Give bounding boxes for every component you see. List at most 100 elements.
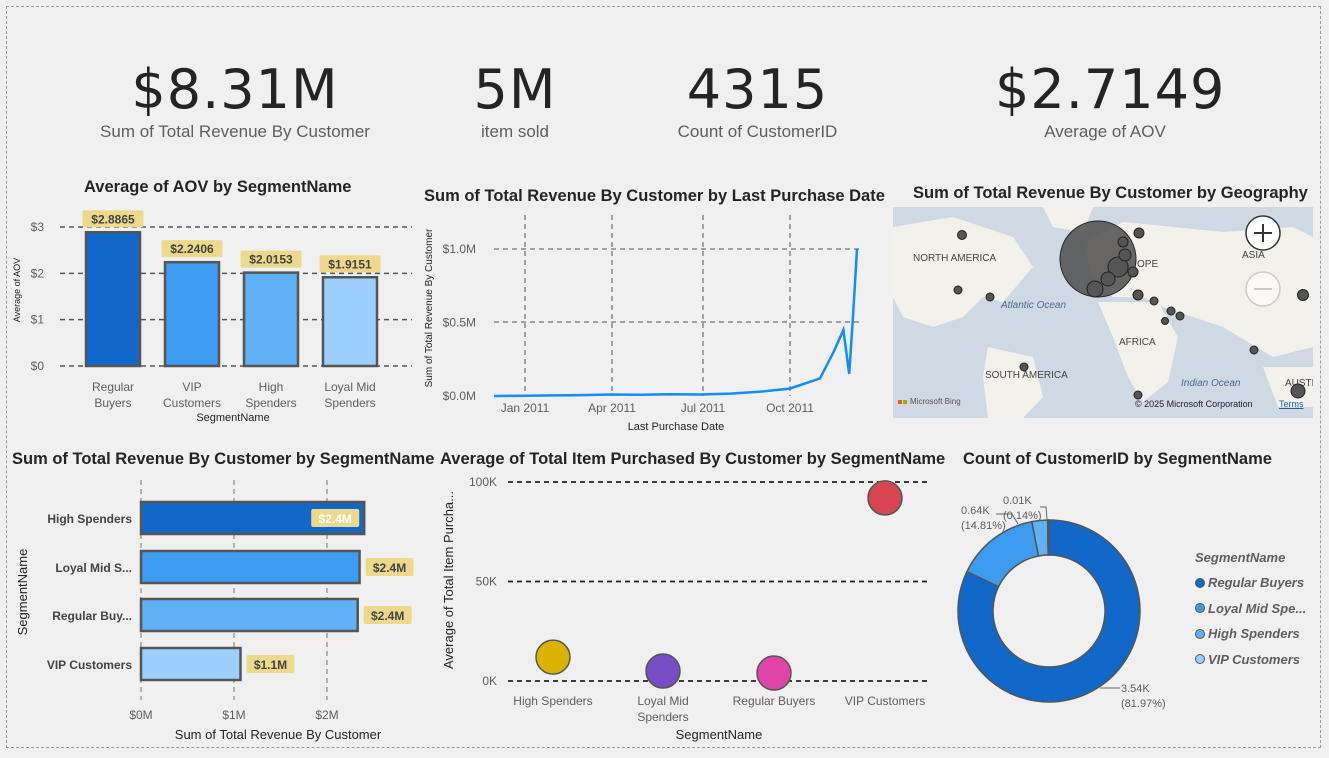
bar (163, 260, 221, 368)
x-tick-label: VIP Customers (845, 694, 925, 708)
x-tick-label: High Spenders (513, 694, 592, 708)
land-north-america (893, 217, 1033, 327)
scatter-point (867, 480, 903, 516)
map-bubble (1107, 256, 1129, 278)
kpi-label: item sold (480, 122, 550, 141)
map-bubble (1132, 289, 1144, 301)
kpi-average-aov[interactable]: $2.7149 Average of AOV (995, 58, 1226, 142)
legend-item[interactable]: VIP Customers (1195, 647, 1306, 673)
data-label-bg (240, 250, 302, 268)
series-line (493, 248, 859, 398)
y-tick-label: $1.0M (443, 242, 476, 256)
x-tick-label: VIP Customers (163, 380, 221, 410)
map-label-atlantic: Atlantic Ocean (1001, 300, 1067, 311)
x-tick-label: Regular Buyers (733, 694, 816, 708)
map-bubble (1161, 317, 1169, 325)
data-label-bg (161, 240, 223, 258)
kpi-value: 5M (473, 58, 557, 121)
x-tick-label: Regular Buyers (92, 380, 134, 410)
scatter-point (756, 655, 792, 691)
map-bubble (1059, 220, 1137, 298)
data-label: $1.1M (254, 658, 287, 672)
legend-swatch (1195, 577, 1205, 588)
land-africa (1098, 302, 1178, 402)
x-tick-label: $2M (315, 708, 338, 722)
y-tick-label: $2 (31, 266, 45, 280)
chart-title-revenue-segment: Sum of Total Revenue By Customer by Segm… (12, 450, 435, 468)
chart-title-items-segment: Average of Total Item Purchased By Custo… (440, 450, 946, 468)
map-bubble (1133, 390, 1143, 400)
y-axis-title: Sum of Total Revenue By Customer (424, 228, 435, 387)
land-eurasia (1083, 222, 1313, 357)
data-label: $2.4M (373, 561, 406, 575)
legend-label: High Spenders (1208, 626, 1300, 642)
data-label: $2.4M (371, 609, 404, 623)
chart-title-geography: Sum of Total Revenue By Customer by Geog… (913, 184, 1308, 202)
x-tick-label: Apr 2011 (588, 401, 636, 415)
bar (84, 231, 142, 368)
bar (139, 549, 361, 585)
map-bubble (1297, 289, 1309, 301)
y-axis-title: Average of AOV (12, 258, 22, 322)
map-copyright: © 2025 Microsoft Corporation (1135, 399, 1253, 409)
map-bubble (1290, 383, 1306, 399)
bar (321, 276, 379, 368)
y-tick-label: $0.0M (443, 389, 476, 403)
y-tick-label: $0 (31, 359, 45, 373)
data-label-bg (311, 509, 360, 527)
kpi-label: Count of CustomerID (677, 122, 838, 141)
data-label-bg (319, 255, 381, 273)
y-tick-label: 100K (469, 475, 497, 489)
x-tick-label: $1M (222, 708, 245, 722)
map-label-south-america: SOUTH AMERICA (985, 370, 1068, 381)
map-bubble (953, 285, 963, 295)
y-tick-label: High Spenders (47, 512, 132, 526)
y-tick-label: VIP Customers (47, 658, 132, 672)
legend-swatch (1195, 628, 1205, 639)
x-tick-label: High Spenders (245, 380, 296, 410)
y-tick-label: Regular Buy... (52, 609, 132, 623)
map-bubble (1117, 236, 1129, 248)
map-bubble (1166, 306, 1176, 316)
map-bubble (957, 230, 967, 240)
scatter-point (535, 639, 571, 675)
geography-map[interactable]: NORTH AMERICA Atlantic Ocean OPE ASIA AF… (893, 207, 1313, 418)
kpi-item-sold[interactable]: 5M item sold (445, 60, 585, 142)
slice-label: 0.01K (0.14%) (1003, 495, 1042, 522)
legend-swatch (1195, 603, 1205, 614)
slice-label: 3.54K (81.97%) (1121, 683, 1166, 710)
data-label: $2.4M (319, 512, 352, 526)
kpi-customer-count[interactable]: 4315 Count of CustomerID (660, 60, 855, 142)
y-tick-label: 0K (482, 674, 497, 688)
x-axis-title: SegmentName (196, 412, 269, 424)
map-terms-link[interactable]: Terms (1279, 399, 1304, 409)
kpi-value: $2.7149 (995, 58, 1226, 121)
map-bubble (1133, 227, 1145, 239)
legend-item[interactable]: Regular Buyers (1195, 570, 1306, 596)
map-bubble (1149, 296, 1159, 306)
zoom-in-icon[interactable] (1244, 214, 1282, 252)
y-tick-label: $3 (31, 220, 45, 234)
kpi-value: $8.31M (131, 58, 339, 121)
zoom-out-icon[interactable] (1244, 270, 1282, 308)
kpi-label: Average of AOV (1044, 122, 1166, 141)
bar (139, 597, 359, 633)
kpi-total-revenue[interactable]: $8.31M Sum of Total Revenue By Customer (95, 60, 375, 142)
y-axis-title: Average of Total Item Purcha... (441, 491, 456, 669)
map-bubble (985, 292, 995, 302)
legend-item[interactable]: Loyal Mid Spe... (1195, 596, 1306, 622)
map-bubble (1019, 362, 1029, 372)
kpi-value: 4315 (686, 58, 829, 121)
x-tick-label: Oct 2011 (766, 401, 814, 415)
legend-item[interactable]: High Spenders (1195, 621, 1306, 647)
legend-swatch (1195, 654, 1205, 665)
legend-title: SegmentName (1195, 550, 1286, 565)
chart-title-aov: Average of AOV by SegmentName (84, 178, 352, 196)
data-label: $2.0153 (249, 253, 293, 267)
bar (139, 646, 242, 682)
